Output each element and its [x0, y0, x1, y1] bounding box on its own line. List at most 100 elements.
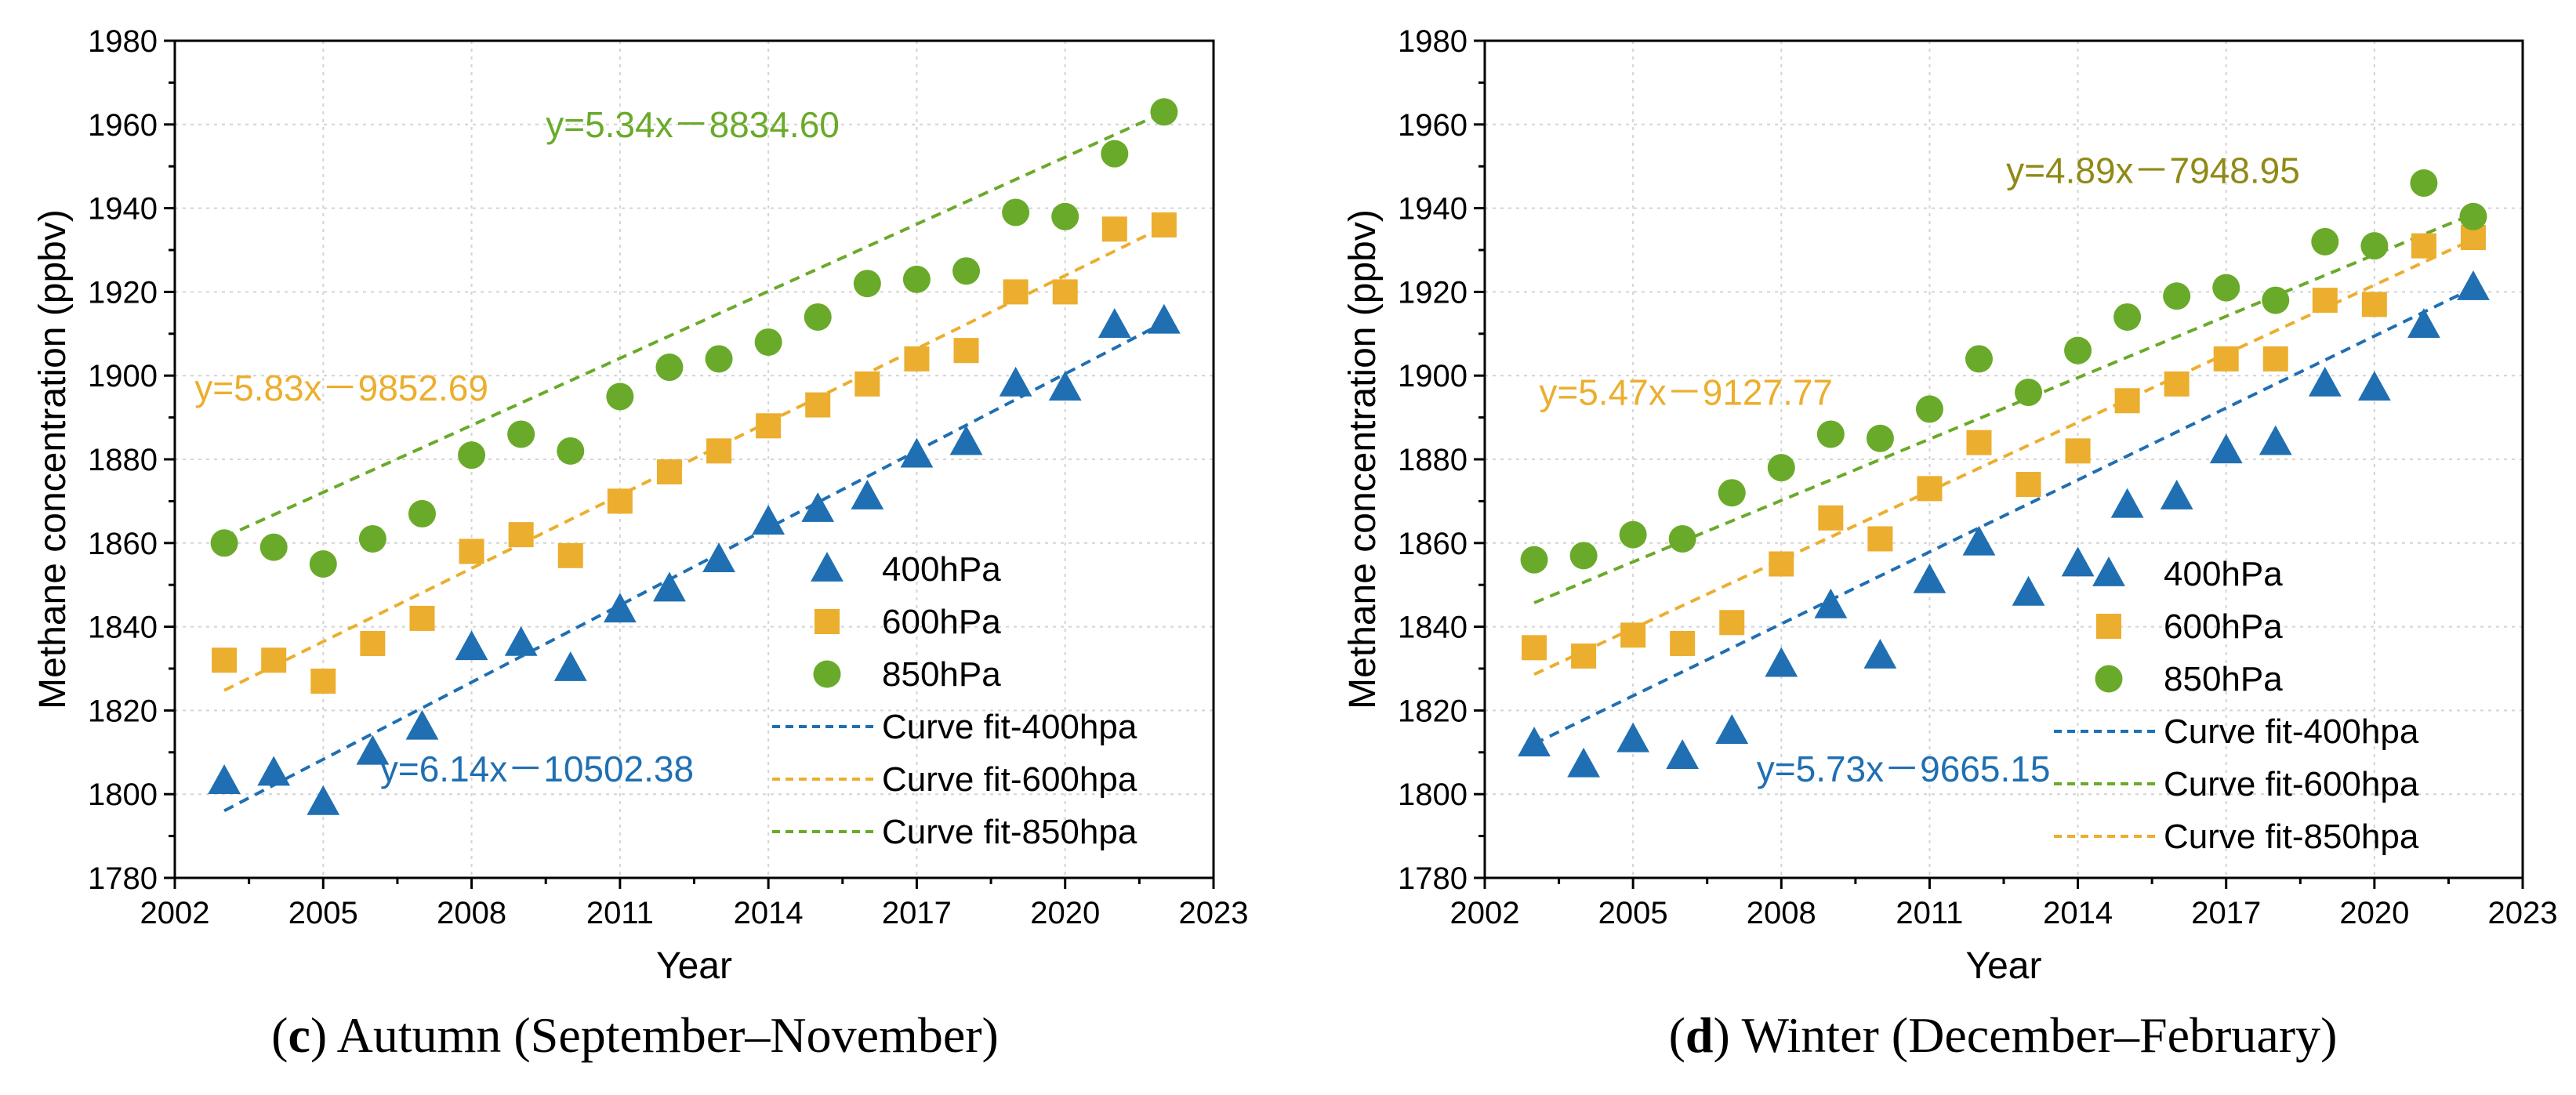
y-tick-label: 1920 [88, 275, 158, 310]
data-point-s850 [606, 383, 634, 411]
data-point-s850 [902, 265, 931, 293]
data-point-s400 [307, 785, 340, 815]
data-point-s400 [208, 764, 241, 795]
x-tick-label: 2017 [2191, 896, 2261, 930]
x-tick-label: 2002 [1450, 896, 1520, 930]
data-point-s600 [1917, 476, 1943, 502]
data-point-s400 [356, 734, 390, 765]
caption-open-paren: ( [1669, 1007, 1685, 1063]
data-point-s850 [705, 345, 733, 373]
data-point-s400 [603, 593, 637, 623]
legend-marker-s850 [2095, 665, 2123, 693]
data-point-s600 [2312, 288, 2338, 314]
data-point-s400 [900, 437, 934, 468]
data-point-s850 [754, 328, 782, 356]
data-point-s600 [261, 647, 287, 673]
data-point-s850 [1101, 140, 1129, 168]
y-axis-label: Methane concentration (ppbv) [1342, 209, 1384, 709]
fit-equation-label: y=5.34x－8834.60 [546, 104, 840, 145]
fit-line-s400 [1533, 286, 2474, 745]
panel-caption: (d) Winter (December–February) [1669, 1007, 2338, 1063]
data-point-s850 [2163, 282, 2191, 310]
data-point-s400 [1098, 308, 1131, 338]
x-tick-label: 2005 [288, 896, 358, 930]
data-point-s600 [1966, 430, 1992, 455]
data-point-s400 [1567, 747, 1600, 778]
legend-marker-s400 [2092, 557, 2125, 586]
x-tick-label: 2023 [2488, 896, 2558, 930]
y-tick-label: 1860 [1398, 527, 1468, 561]
data-point-s400 [2357, 371, 2391, 401]
x-axis-label: Year [1966, 945, 2042, 987]
data-point-s850 [358, 524, 386, 553]
data-point-s850 [2262, 286, 2290, 314]
data-point-s400 [702, 542, 735, 572]
panel-caption: (c) Autumn (September–November) [271, 1007, 999, 1063]
data-point-s600 [2213, 346, 2239, 372]
data-point-s400 [1616, 722, 1650, 752]
legend-label: Curve fit-850hpa [882, 813, 1137, 851]
data-point-s850 [1619, 520, 1647, 549]
fit-line-s600 [1533, 212, 2474, 604]
data-point-s850 [259, 533, 288, 561]
data-point-s850 [1668, 524, 1696, 553]
data-point-s400 [257, 756, 291, 786]
data-point-s400 [2110, 488, 2144, 518]
data-point-s400 [455, 630, 488, 661]
x-tick-label: 2011 [1896, 896, 1963, 930]
caption-text: ) Autumn (September–November) [310, 1007, 999, 1063]
data-point-s600 [360, 630, 386, 656]
data-point-s600 [904, 346, 930, 372]
data-point-s600 [459, 538, 484, 564]
data-point-s600 [1101, 216, 1127, 242]
caption-open-paren: ( [271, 1007, 288, 1063]
data-point-s850 [2212, 274, 2240, 302]
data-point-s400 [1666, 739, 1700, 769]
y-tick-label: 1840 [1398, 611, 1468, 645]
fit-equation-label: y=4.89x－7948.95 [2006, 150, 2300, 191]
caption-text: ) Winter (December–February) [1714, 1007, 2338, 1063]
data-point-s850 [1569, 542, 1598, 570]
legend-label: 850hPa [2164, 660, 2283, 698]
data-point-s400 [2061, 546, 2095, 577]
y-tick-label: 1840 [88, 611, 158, 645]
data-point-s850 [2410, 169, 2438, 198]
y-tick-label: 1920 [1398, 275, 1468, 310]
data-point-s400 [1518, 727, 1551, 756]
data-point-s600 [2411, 233, 2436, 259]
legend-label: 600hPa [882, 603, 1001, 641]
legend-label: 400hPa [2164, 555, 2283, 593]
y-tick-label: 1900 [88, 359, 158, 393]
legend-label: 850hPa [882, 655, 1001, 694]
data-point-s400 [801, 492, 835, 522]
data-point-s850 [1965, 345, 1993, 373]
data-point-s600 [1003, 279, 1029, 305]
legend-label: Curve fit-400hpa [2164, 712, 2419, 751]
data-point-s400 [999, 366, 1032, 397]
data-point-s400 [2407, 308, 2440, 338]
data-point-s600 [607, 488, 633, 514]
y-tick-label: 1820 [1398, 694, 1468, 728]
legend-label: Curve fit-400hpa [882, 708, 1137, 746]
data-point-s600 [1719, 610, 1745, 636]
legend-marker-s600 [2096, 614, 2121, 639]
fit-equation-label: y=5.73x－9665.15 [1757, 749, 2051, 789]
data-point-s600 [2164, 371, 2190, 397]
data-point-s850 [1520, 546, 1548, 574]
data-point-s850 [210, 529, 238, 557]
x-tick-label: 2014 [734, 896, 804, 930]
fit-equation-label: y=5.47x－9127.77 [1539, 372, 1833, 413]
data-point-s850 [1816, 420, 1845, 448]
data-point-s600 [409, 605, 435, 631]
data-point-s400 [2160, 480, 2193, 509]
data-point-s850 [1767, 454, 1795, 482]
legend-label: 600hPa [2164, 607, 2283, 646]
y-tick-label: 1860 [88, 527, 158, 561]
caption-letter: c [288, 1007, 310, 1063]
legend-label: Curve fit-600hpa [2164, 765, 2419, 803]
y-tick-label: 1940 [88, 192, 158, 227]
legend-marker-s600 [815, 609, 840, 634]
data-point-s400 [752, 505, 785, 535]
data-point-s600 [706, 438, 732, 464]
data-point-s850 [309, 550, 337, 578]
